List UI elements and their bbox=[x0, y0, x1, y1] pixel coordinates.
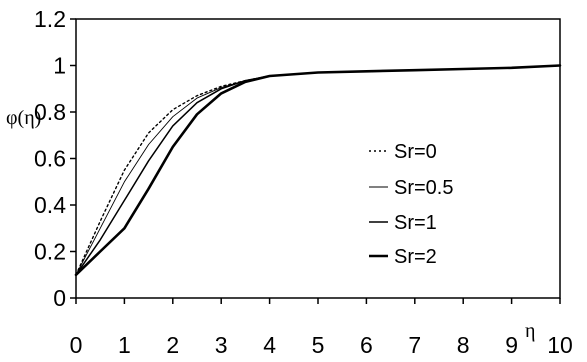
legend-label-1: Sr=0.5 bbox=[394, 177, 453, 199]
x-axis-label: η bbox=[525, 320, 535, 342]
legend-label-2: Sr=1 bbox=[394, 212, 437, 234]
y-tick-label: 0 bbox=[53, 285, 66, 311]
y-tick-label: 0.6 bbox=[34, 146, 66, 172]
x-tick-label: 2 bbox=[166, 332, 179, 358]
x-axis: 0 1 2 3 4 5 6 7 8 9 10 bbox=[70, 298, 573, 358]
x-tick-label: 4 bbox=[263, 332, 276, 358]
x-tick-label: 0 bbox=[70, 332, 83, 358]
x-tick-label: 1 bbox=[118, 332, 131, 358]
legend-label-3: Sr=2 bbox=[394, 246, 437, 268]
x-tick-label: 10 bbox=[547, 332, 573, 358]
plot-frame bbox=[75, 18, 561, 299]
y-tick-label: 0.4 bbox=[34, 192, 66, 218]
x-tick-label: 8 bbox=[457, 332, 470, 358]
series-line-3 bbox=[74, 64, 562, 277]
y-tick-label: 1 bbox=[53, 53, 66, 79]
x-tick-label: 3 bbox=[215, 332, 228, 358]
x-tick-label: 6 bbox=[360, 332, 373, 358]
x-tick-label: 9 bbox=[505, 332, 518, 358]
legend-label-0: Sr=0 bbox=[394, 141, 437, 163]
y-tick-label: 0.2 bbox=[34, 239, 66, 265]
x-tick-label: 5 bbox=[312, 332, 325, 358]
series-group bbox=[74, 64, 562, 277]
y-tick-label: 0.8 bbox=[34, 99, 66, 125]
y-axis-label: φ(η) bbox=[6, 107, 41, 129]
plot-area bbox=[75, 18, 561, 299]
x-tick-label: 7 bbox=[408, 332, 421, 358]
legend: Sr=0 Sr=0.5 Sr=1 Sr=2 bbox=[369, 141, 453, 268]
y-axis: 0 0.2 0.4 0.6 0.8 1 1.2 bbox=[34, 6, 76, 311]
y-tick-label: 1.2 bbox=[34, 6, 66, 32]
